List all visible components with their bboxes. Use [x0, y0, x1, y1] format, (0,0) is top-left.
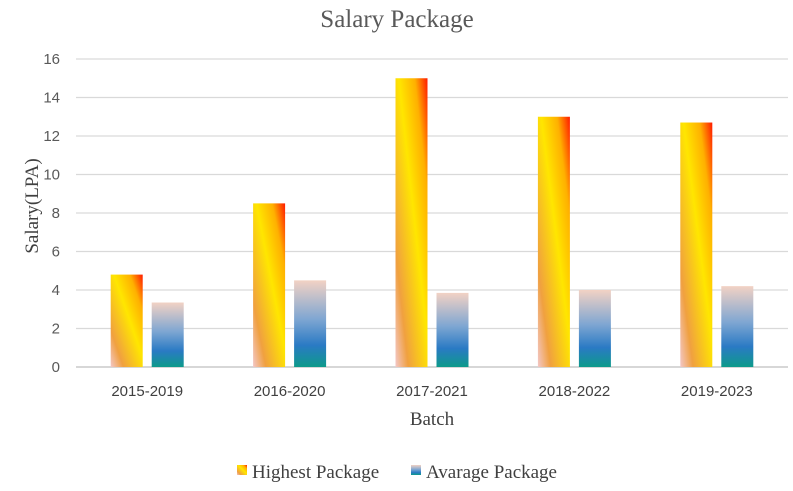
legend-label-highest: Highest Package	[252, 462, 379, 483]
y-tick-label: 0	[52, 359, 60, 376]
bar-average-package	[578, 290, 611, 367]
bar-highest-package	[110, 274, 143, 367]
y-tick-label: 14	[43, 90, 60, 107]
legend: Highest Package Avarage Package	[237, 462, 557, 483]
x-tick-label: 2018-2022	[539, 383, 611, 400]
y-tick-label: 6	[52, 244, 60, 261]
bar-average-package	[294, 280, 327, 367]
y-tick-label: 4	[52, 282, 60, 299]
x-tick-label: 2017-2021	[396, 383, 468, 400]
legend-swatch-highest	[237, 465, 247, 475]
y-tick-label: 16	[43, 51, 60, 68]
bar-highest-package	[680, 122, 713, 368]
bar-highest-package	[395, 78, 428, 367]
bars	[110, 78, 754, 368]
y-axis-ticks: 0 2 4 6 8 10 12 14 16	[43, 51, 60, 376]
chart-title: Salary Package	[320, 6, 473, 33]
gridlines	[76, 58, 788, 368]
x-axis-label: Batch	[410, 409, 455, 430]
bar-average-package	[721, 286, 754, 367]
x-tick-label: 2015-2019	[111, 383, 183, 400]
y-tick-label: 10	[43, 167, 60, 184]
legend-swatch-average	[411, 465, 421, 475]
bar-highest-package	[537, 116, 570, 367]
y-tick-label: 8	[52, 205, 60, 222]
y-axis-label: Salary(LPA)	[22, 158, 43, 253]
legend-label-average: Avarage Package	[426, 462, 557, 483]
x-tick-label: 2019-2023	[681, 383, 753, 400]
y-tick-label: 2	[52, 321, 60, 338]
y-tick-label: 12	[43, 128, 60, 145]
x-tick-label: 2016-2020	[254, 383, 326, 400]
bar-average-package	[436, 292, 469, 367]
bar-average-package	[151, 302, 184, 367]
x-axis-ticks: 2015-2019 2016-2020 2017-2021 2018-2022 2019…	[111, 383, 752, 400]
bar-highest-package	[253, 203, 286, 367]
